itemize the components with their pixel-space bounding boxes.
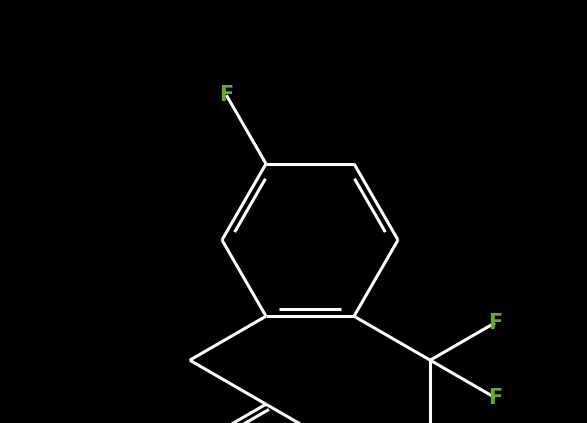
Text: F: F bbox=[488, 313, 502, 333]
Text: F: F bbox=[220, 85, 234, 105]
Text: F: F bbox=[488, 387, 502, 408]
